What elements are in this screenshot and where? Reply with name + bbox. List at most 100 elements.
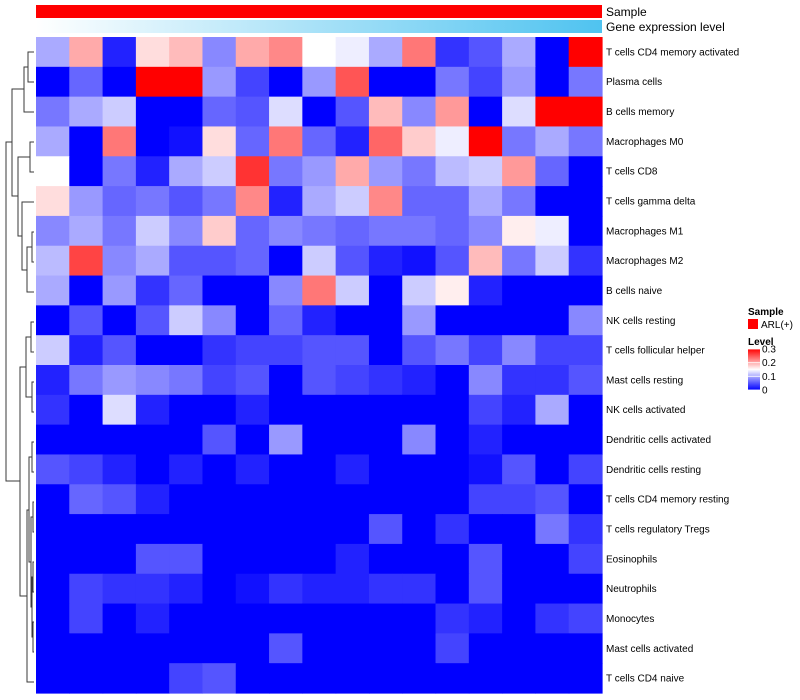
heatmap-cell — [368, 66, 403, 98]
heatmap-cell — [535, 543, 570, 575]
heatmap-cell — [135, 335, 170, 366]
heatmap-cell — [435, 275, 470, 306]
heatmap-cell — [468, 573, 503, 605]
heatmap-cell — [202, 66, 237, 98]
heatmap-cell — [69, 365, 104, 396]
heatmap-cell — [235, 156, 270, 187]
heatmap-cell — [302, 245, 337, 277]
heatmap-cell — [402, 156, 437, 187]
heatmap-cell — [135, 215, 170, 247]
heatmap-cell — [368, 484, 403, 515]
heatmap-cell — [468, 603, 503, 634]
heatmap-cell — [235, 365, 270, 396]
heatmap-cell — [468, 424, 503, 456]
heatmap-cell — [468, 96, 503, 128]
heatmap-cell — [102, 96, 137, 128]
heatmap-cell — [235, 186, 270, 217]
heatmap-cell — [568, 37, 603, 68]
heatmap-cell — [235, 37, 270, 68]
heatmap-cell — [368, 424, 403, 456]
heatmap-cell — [302, 484, 337, 515]
heatmap-cell — [468, 186, 503, 217]
heatmap-cell — [335, 663, 370, 694]
heatmap-cell — [135, 186, 170, 217]
heatmap-cell — [69, 543, 104, 575]
heatmap-cell — [36, 603, 70, 634]
heatmap-cell — [202, 633, 237, 664]
heatmap-cell — [36, 66, 70, 98]
heatmap-cell — [402, 66, 437, 98]
heatmap-cell — [302, 424, 337, 456]
heatmap-cell — [169, 484, 204, 515]
heatmap-cell — [202, 454, 237, 485]
heatmap-cell — [269, 663, 303, 694]
heatmap-cell — [202, 365, 237, 396]
heatmap-cell — [368, 365, 403, 396]
heatmap-cell — [269, 335, 303, 366]
heatmap-cell — [102, 66, 137, 98]
heatmap-cell — [36, 663, 70, 694]
heatmap-cell — [468, 543, 503, 575]
heatmap-cell — [402, 245, 437, 277]
heatmap-cell — [102, 126, 137, 157]
heatmap-cell — [402, 454, 437, 485]
heatmap-cell — [135, 454, 170, 485]
heatmap-cell — [568, 245, 603, 277]
heatmap-cell — [402, 96, 437, 128]
heatmap-cell — [102, 156, 137, 187]
heatmap-cell — [102, 424, 137, 456]
heatmap-cell — [535, 96, 570, 128]
heatmap-cell — [435, 603, 470, 634]
heatmap-cell — [502, 96, 537, 128]
heatmap-cell — [169, 186, 204, 217]
heatmap-cell — [135, 156, 170, 187]
heatmap-cell — [69, 66, 104, 98]
row-label: Plasma cells — [606, 77, 662, 88]
heatmap-cell — [36, 126, 70, 157]
heatmap-cell — [402, 573, 437, 605]
heatmap-cell — [269, 126, 303, 157]
heatmap-cell — [102, 543, 137, 575]
heatmap-cell — [435, 335, 470, 366]
heatmap-cell — [335, 335, 370, 366]
heatmap-cell — [302, 186, 337, 217]
heatmap-cell — [202, 37, 237, 68]
heatmap-cell — [502, 275, 537, 306]
heatmap-cell — [468, 305, 503, 336]
heatmap-cell — [435, 37, 470, 68]
heatmap-cell — [335, 394, 370, 426]
heatmap-cell — [102, 633, 137, 664]
heatmap-cell — [468, 335, 503, 366]
heatmap-cell — [568, 633, 603, 664]
heatmap-cell — [235, 66, 270, 98]
heatmap-cell — [568, 335, 603, 366]
heatmap-cell — [302, 365, 337, 396]
heatmap-cell — [36, 96, 70, 128]
heatmap-cell — [435, 543, 470, 575]
heatmap-cell — [502, 37, 537, 68]
heatmap-cell — [535, 37, 570, 68]
heatmap-cell — [302, 633, 337, 664]
heatmap-cell — [568, 514, 603, 545]
heatmap-cell — [535, 454, 570, 485]
heatmap-cell — [368, 275, 403, 306]
heatmap-cell — [235, 275, 270, 306]
heatmap-cell — [468, 245, 503, 277]
heatmap-cell — [36, 484, 70, 515]
heatmap-cell — [435, 66, 470, 98]
heatmap-cell — [435, 663, 470, 694]
heatmap-cell — [102, 514, 137, 545]
heatmap-cell — [468, 633, 503, 664]
heatmap-cell — [302, 37, 337, 68]
heatmap-cell — [269, 37, 303, 68]
heatmap-cell — [135, 663, 170, 694]
row-label: Dendritic cells activated — [606, 435, 711, 446]
legend-sample-entry: ARL(+) — [761, 320, 793, 331]
heatmap-cell — [36, 156, 70, 187]
legend-tick-label: 0.1 — [762, 372, 776, 383]
heatmap-cell — [169, 573, 204, 605]
heatmap-cell — [335, 126, 370, 157]
heatmap-cell — [135, 514, 170, 545]
heatmap-cell — [69, 394, 104, 426]
heatmap-cell — [36, 37, 70, 68]
